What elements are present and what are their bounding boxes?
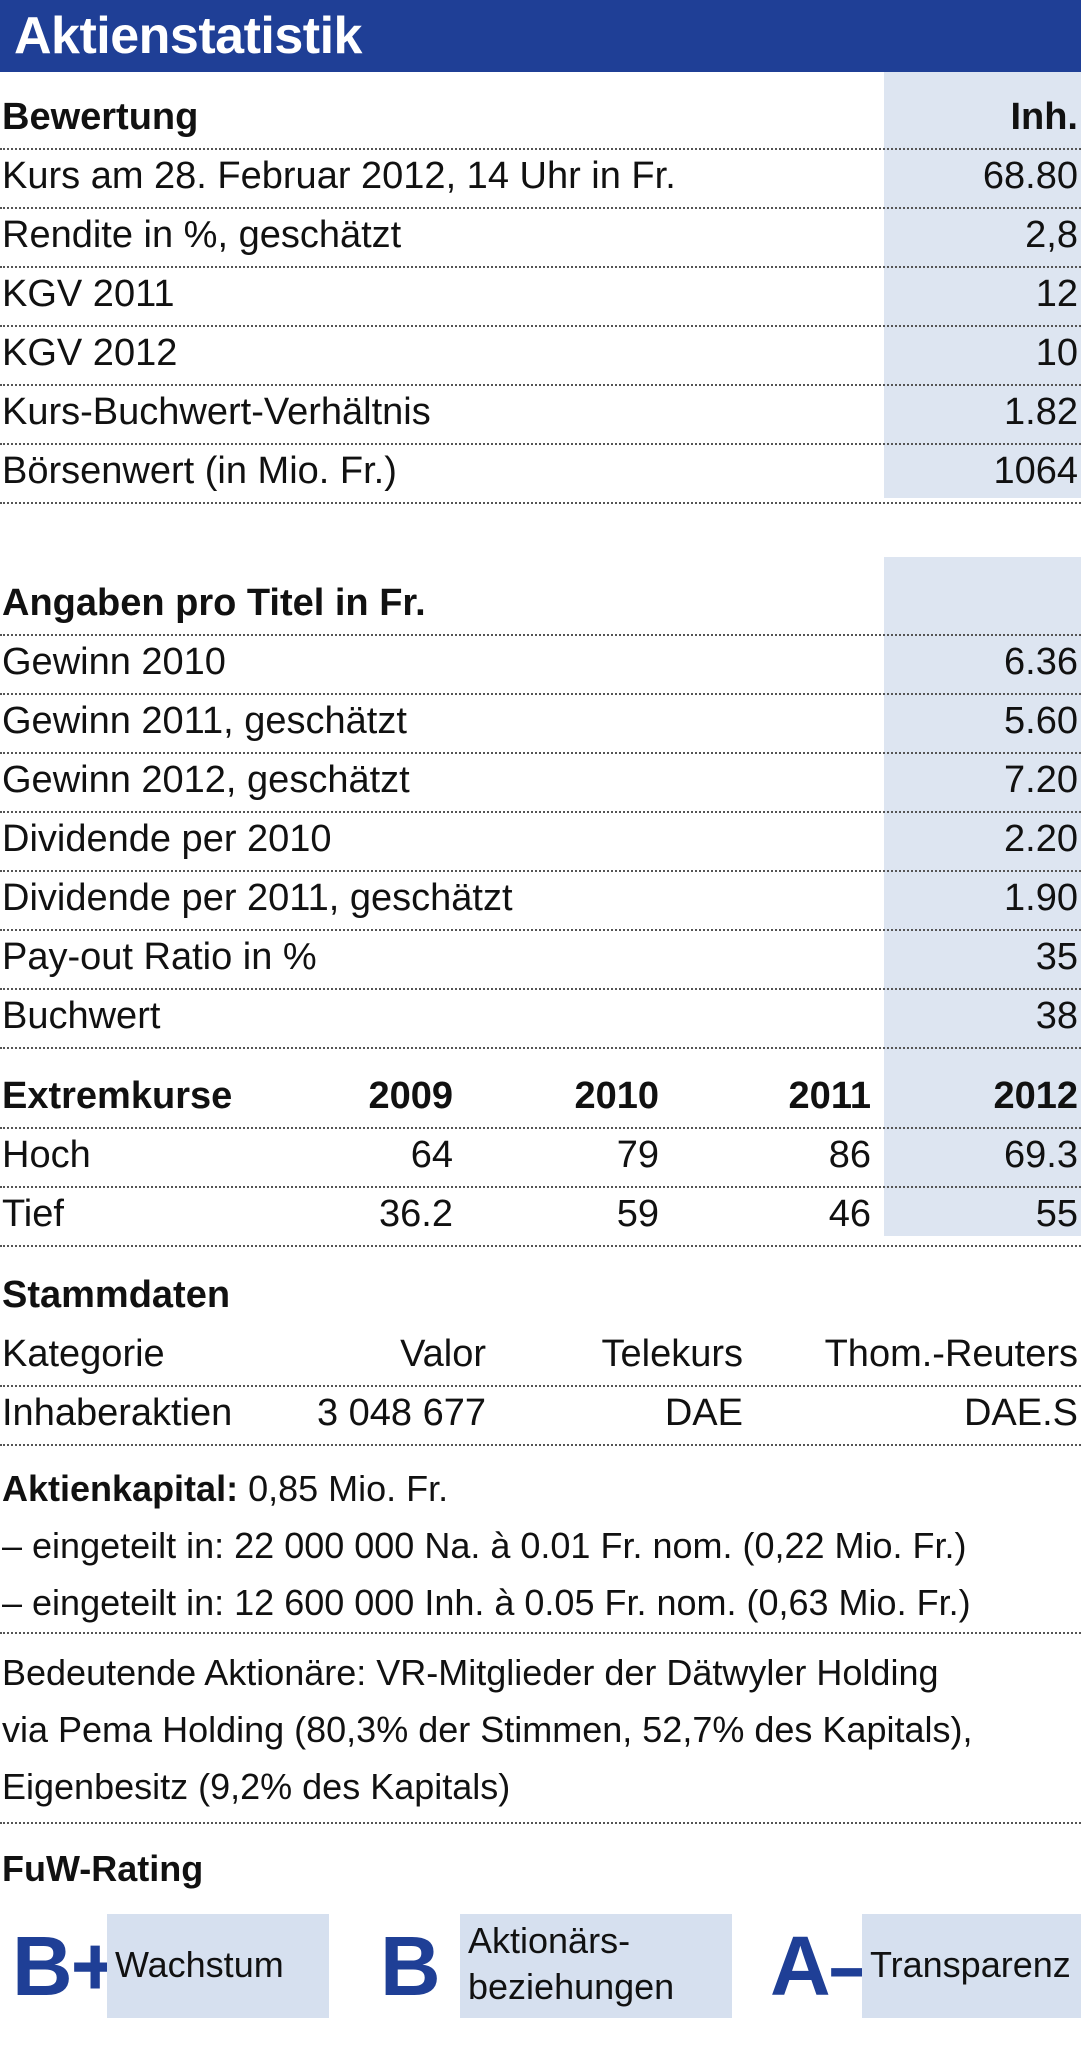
aktionaere-line: via Pema Holding (80,3% der Stimmen, 52,… <box>2 1709 973 1750</box>
rating-box-wachstum: Wachstum <box>107 1914 329 2018</box>
rating-label-wachstum: Wachstum <box>115 1944 284 1985</box>
section-header-angaben: Angaben pro Titel in Fr. <box>2 582 426 624</box>
aktienkapital-label: Aktienkapital: <box>2 1468 239 1509</box>
aktienkapital-line: – eingeteilt in: 22 000 000 Na. à 0.01 F… <box>2 1525 967 1566</box>
rating-grade-aktionaersbeziehungen: B <box>380 1919 441 2013</box>
row-label: Buchwert <box>2 995 161 1037</box>
year-header: 2010 <box>574 1075 659 1117</box>
kategorie-value: Inhaberaktien <box>2 1392 233 1434</box>
row-value: 38 <box>1035 995 1078 1037</box>
row-label: Hoch <box>2 1134 91 1176</box>
table-row: Kurs-Buchwert-Verhältnis 1.82 <box>0 385 1081 445</box>
stammdaten-values-row: Inhaberaktien 3 048 677 DAE DAE.S <box>0 1386 1081 1446</box>
row-label: Tief <box>2 1193 64 1235</box>
rating-box-aktionaersbeziehungen: Aktionärs- beziehungen <box>460 1914 732 2018</box>
table-row: KGV 2011 12 <box>0 267 1081 327</box>
angaben-header-row: Angaben pro Titel in Fr. <box>0 576 1081 636</box>
column-valor: Valor <box>400 1333 486 1375</box>
row-label: Gewinn 2010 <box>2 641 226 683</box>
row-label: Dividende per 2010 <box>2 818 332 860</box>
table-row: Kurs am 28. Februar 2012, 14 Uhr in Fr. … <box>0 149 1081 209</box>
row-value: 1.90 <box>1004 877 1078 919</box>
rating-box-transparenz: Transparenz <box>862 1914 1081 2018</box>
row-value: 1064 <box>993 450 1078 492</box>
rating-header: FuW-Rating <box>2 1848 204 1889</box>
cell-value: 59 <box>616 1193 659 1235</box>
table-row: Pay-out Ratio in % 35 <box>0 930 1081 990</box>
cell-value: 69.3 <box>1004 1134 1078 1176</box>
column-telekurs: Telekurs <box>601 1333 744 1375</box>
row-label: Börsenwert (in Mio. Fr.) <box>2 450 397 492</box>
row-value: 1.82 <box>1004 391 1078 433</box>
section-header-stammdaten: Stammdaten <box>2 1274 231 1316</box>
row-value: 7.20 <box>1004 759 1078 801</box>
table-row: Dividende per 2011, geschätzt 1.90 <box>0 871 1081 931</box>
telekurs-value: DAE <box>664 1392 743 1434</box>
table-row: Tief 36.2 59 46 55 <box>0 1187 1081 1247</box>
row-label: Gewinn 2012, geschätzt <box>2 759 410 801</box>
section-header-bewertung: Bewertung <box>2 96 199 138</box>
row-label: Dividende per 2011, geschätzt <box>2 877 513 919</box>
aktienkapital-line: – eingeteilt in: 12 600 000 Inh. à 0.05 … <box>2 1582 971 1623</box>
table-row: Börsenwert (in Mio. Fr.) 1064 <box>0 444 1081 504</box>
table-row: Buchwert 38 <box>0 989 1081 1049</box>
row-label: KGV 2012 <box>2 332 178 374</box>
reuters-value: DAE.S <box>963 1392 1078 1434</box>
page-title: Aktienstatistik <box>14 7 362 65</box>
aktionaere-line: Bedeutende Aktionäre: VR-Mitglieder der … <box>2 1652 939 1693</box>
column-header-inh: Inh. <box>1010 96 1078 138</box>
row-value: 68.80 <box>982 155 1078 197</box>
row-value: 5.60 <box>1004 700 1078 742</box>
table-row: KGV 2012 10 <box>0 326 1081 386</box>
column-thom-reuters: Thom.-Reuters <box>824 1333 1078 1375</box>
cell-value: 64 <box>410 1134 453 1176</box>
row-value: 2,8 <box>1025 214 1078 256</box>
extremkurse-header-row: Extremkurse 2009 2010 2011 2012 <box>0 1069 1081 1129</box>
value-column-shade <box>884 1041 1081 1236</box>
row-value: 6.36 <box>1004 641 1078 683</box>
row-label: Pay-out Ratio in % <box>2 936 317 978</box>
cell-value: 55 <box>1035 1193 1078 1235</box>
aktienkapital-block: Aktienkapital: 0,85 Mio. Fr. – eingeteil… <box>0 1460 1081 1634</box>
rating-label-line: beziehungen <box>468 1966 675 2007</box>
row-label: Kurs am 28. Februar 2012, 14 Uhr in Fr. <box>2 155 676 197</box>
row-value: 35 <box>1035 936 1078 978</box>
stammdaten-header-row: Stammdaten <box>0 1268 1081 1326</box>
rating-grade-transparenz: A– <box>770 1919 875 2013</box>
title-bar: Aktienstatistik <box>0 0 1081 72</box>
table-row: Gewinn 2010 6.36 <box>0 635 1081 695</box>
row-label: KGV 2011 <box>2 273 175 315</box>
column-kategorie: Kategorie <box>2 1333 165 1375</box>
row-value: 10 <box>1035 332 1078 374</box>
year-header: 2011 <box>788 1075 871 1117</box>
rating-label-line: Aktionärs- <box>468 1920 631 1961</box>
table-row: Gewinn 2011, geschätzt 5.60 <box>0 694 1081 754</box>
row-label: Gewinn 2011, geschätzt <box>2 700 407 742</box>
cell-value: 79 <box>616 1134 659 1176</box>
row-label: Kurs-Buchwert-Verhältnis <box>2 391 431 433</box>
rating-grade-wachstum: B+ <box>12 1919 120 2013</box>
cell-value: 36.2 <box>379 1193 453 1235</box>
row-value: 2.20 <box>1004 818 1078 860</box>
stammdaten-columns-row: Kategorie Valor Telekurs Thom.-Reuters <box>0 1327 1081 1387</box>
row-label: Rendite in %, geschätzt <box>2 214 402 256</box>
aktionaere-block: Bedeutende Aktionäre: VR-Mitglieder der … <box>0 1644 1081 1824</box>
value-column-shade <box>884 557 1081 1041</box>
table-row: Rendite in %, geschätzt 2,8 <box>0 208 1081 268</box>
table-row: Dividende per 2010 2.20 <box>0 812 1081 872</box>
section-header-extremkurse: Extremkurse <box>2 1075 233 1117</box>
year-header: 2009 <box>368 1075 453 1117</box>
value-column-shade <box>884 72 1081 498</box>
table-row: Gewinn 2012, geschätzt 7.20 <box>0 753 1081 813</box>
cell-value: 86 <box>828 1134 871 1176</box>
aktienkapital-value: 0,85 Mio. Fr. <box>248 1468 449 1509</box>
table-row: Hoch 64 79 86 69.3 <box>0 1128 1081 1188</box>
aktionaere-line: Eigenbesitz (9,2% des Kapitals) <box>2 1766 511 1807</box>
rating-label-transparenz: Transparenz <box>870 1944 1071 1985</box>
cell-value: 46 <box>828 1193 871 1235</box>
row-value: 12 <box>1035 273 1078 315</box>
year-header: 2012 <box>993 1075 1078 1117</box>
valor-value: 3 048 677 <box>316 1392 486 1434</box>
bewertung-header-row: Bewertung Inh. <box>0 90 1081 150</box>
